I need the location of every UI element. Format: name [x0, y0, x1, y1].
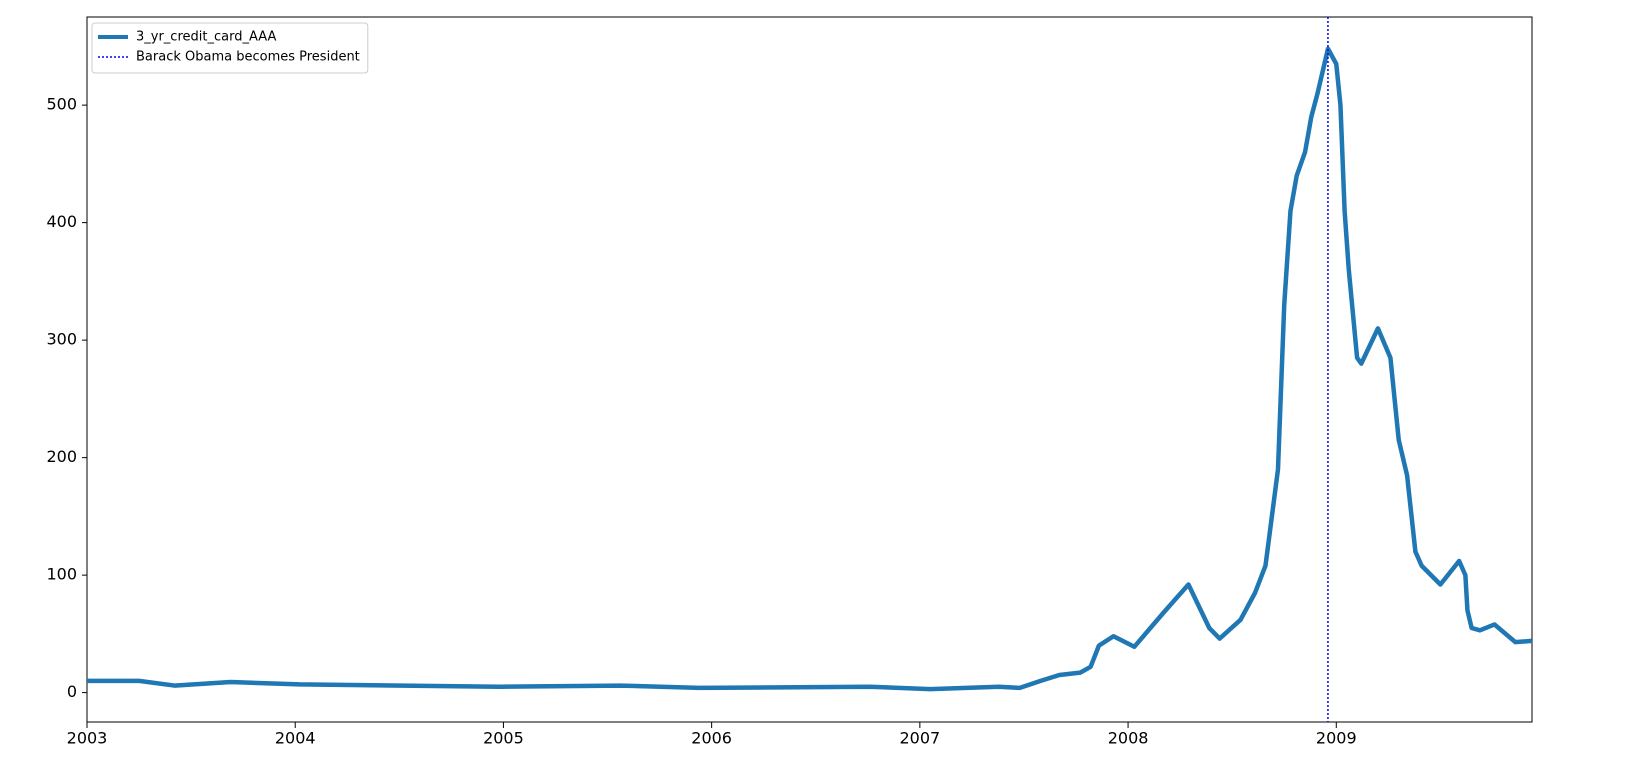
x-tick-label: 2009 — [1316, 729, 1357, 748]
y-tick-label: 200 — [46, 447, 77, 466]
x-tick-label: 2005 — [483, 729, 524, 748]
x-tick-label: 2007 — [899, 729, 940, 748]
y-tick-label: 400 — [46, 212, 77, 231]
line-series — [87, 46, 1533, 692]
y-tick-label: 300 — [46, 330, 77, 349]
plot-frame — [86, 16, 1533, 723]
legend-label: Barack Obama becomes President — [136, 50, 360, 65]
y-tick-label: 500 — [46, 95, 77, 114]
y-tick-label: 100 — [46, 565, 77, 584]
legend-label: 3_yr_credit_card_AAA — [136, 30, 276, 45]
x-tick-label: 2006 — [691, 729, 732, 748]
x-tick-label: 2003 — [67, 729, 108, 748]
legend-box — [91, 22, 369, 74]
x-tick-label: 2004 — [275, 729, 316, 748]
x-tick-label: 2008 — [1108, 729, 1149, 748]
y-tick-label: 0 — [67, 682, 77, 701]
